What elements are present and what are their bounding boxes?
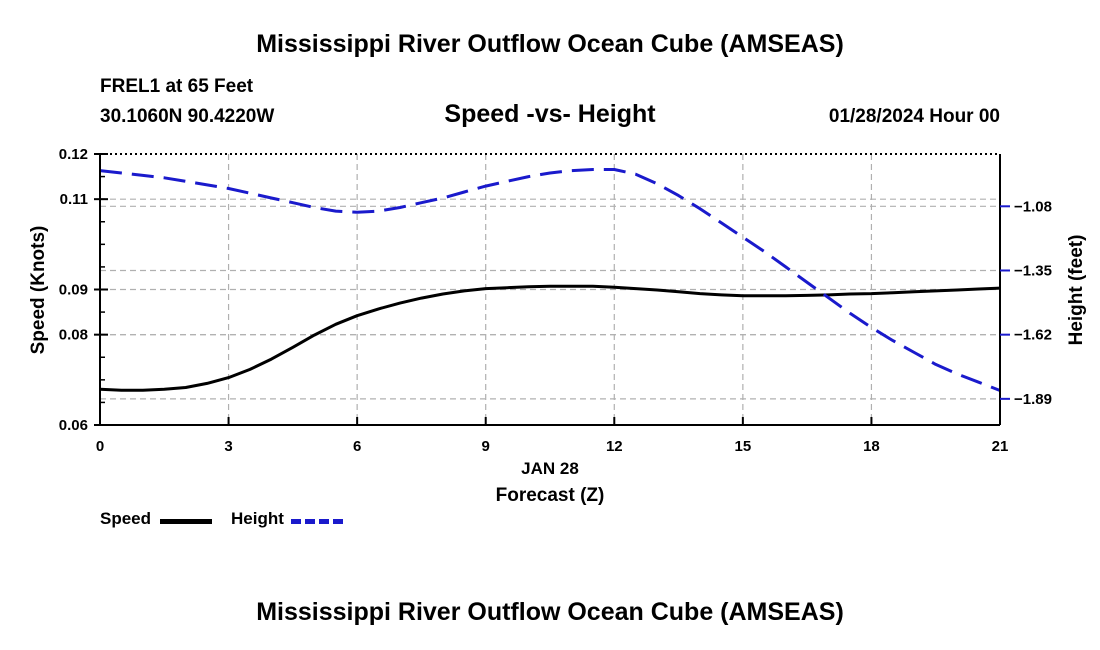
legend-height-label: Height [231,509,284,528]
y-right-tick-label: −1.35 [1014,262,1052,279]
y-axis-left-label: Speed (Knots) [28,226,49,355]
x-tick-label: 6 [353,438,361,455]
y-left-tick-label: 0.12 [59,146,88,163]
y-right-tick-label: −1.89 [1014,391,1052,408]
legend-speed-swatch [160,519,212,524]
footer-title: Mississippi River Outflow Ocean Cube (AM… [256,598,844,626]
grid-lines [100,154,1000,425]
series-lines [99,168,1001,392]
x-tick-label: 3 [224,438,232,455]
x-tick-label: 0 [96,438,104,455]
chart-title: Speed -vs- Height [444,100,656,128]
tick-marks [94,153,1010,426]
series-line-height [99,168,1001,392]
y-right-tick-label: −1.62 [1014,327,1052,344]
series-line-speed [99,284,1001,392]
datetime-label: 01/28/2024 Hour 00 [828,106,1000,127]
station-label: FREL1 at 65 Feet [100,76,254,97]
x-tick-label: 12 [606,438,623,455]
x-axis-label: Forecast (Z) [496,485,605,506]
y-left-tick-label: 0.08 [59,327,88,344]
coordinates-label: 30.1060N 90.4220W [100,106,275,127]
tick-labels: 0 3 6 9 12 15 18 21 0.06 0.08 0.09 0.11 0.12 −1.89 −1.… [59,146,1052,455]
y-axis-right-label: Height (feet) [1066,235,1087,346]
x-tick-label: 18 [863,438,880,455]
y-left-tick-label: 0.09 [59,282,88,299]
legend-height-swatch [291,519,343,524]
legend-speed-label: Speed [100,509,152,528]
main-title: Mississippi River Outflow Ocean Cube (AM… [256,30,844,58]
x-axis-date-label: JAN 28 [521,459,579,478]
x-tick-label: 15 [735,438,752,455]
y-left-tick-label: 0.11 [60,191,88,208]
y-left-tick-label: 0.06 [59,417,88,434]
x-tick-label: 21 [992,438,1009,455]
x-tick-label: 9 [482,438,490,455]
y-right-tick-label: −1.08 [1014,198,1052,215]
